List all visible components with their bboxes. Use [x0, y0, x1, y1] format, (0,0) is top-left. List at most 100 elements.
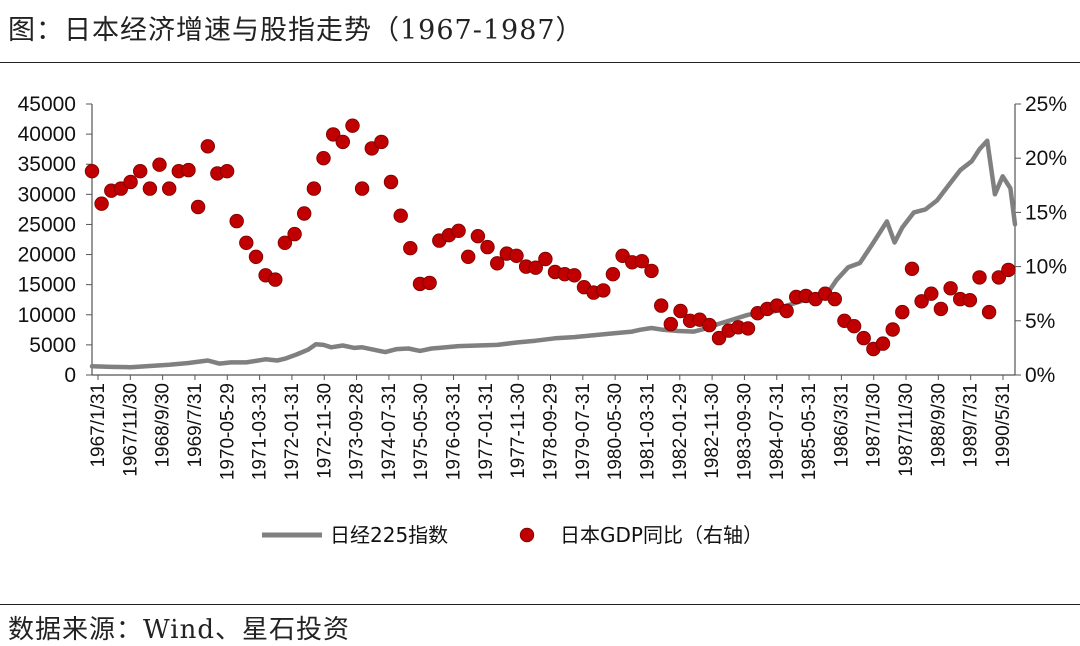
left-tick-label: 40000 — [18, 123, 76, 146]
gdp-yoy-point — [1001, 262, 1016, 278]
gdp-yoy-point — [345, 118, 360, 133]
x-tick-label: 1971-03-31 — [250, 383, 271, 480]
gdp-yoy-point — [895, 304, 910, 320]
gdp-yoy-point — [596, 283, 611, 298]
gdp-yoy-point — [962, 293, 978, 308]
x-tick-label: 1974-07-31 — [379, 383, 400, 480]
x-tick-label: 1967/11/30 — [120, 383, 141, 477]
gdp-yoy-point — [354, 181, 370, 196]
x-tick-label: 1969/7/31 — [185, 383, 206, 468]
right-tick-label: 5% — [1025, 310, 1055, 333]
gdp-yoy-point — [779, 303, 794, 319]
gdp-yoy-point — [219, 163, 235, 179]
gdp-yoy-point — [461, 249, 476, 264]
x-tick-label: 1982-11-30 — [702, 383, 723, 479]
gdp-yoy-point — [451, 223, 466, 239]
gdp-yoy-point — [654, 298, 669, 313]
gdp-yoy-point — [181, 162, 196, 178]
legend-swatch-gdp — [519, 527, 535, 543]
gdp-yoy-point — [268, 272, 283, 287]
x-tick-label: 1987/1/30 — [864, 383, 885, 468]
x-tick-label: 1987/11/30 — [896, 383, 917, 477]
gdp-yoy-point — [403, 240, 418, 256]
gdp-yoy-point — [287, 226, 302, 242]
gdp-yoy-point — [383, 174, 399, 190]
gdp-yoy-point — [306, 181, 322, 196]
gdp-yoy-point — [644, 263, 659, 279]
left-tick-label: 25000 — [18, 213, 76, 236]
gdp-yoy-point — [528, 260, 543, 275]
right-tick-label: 0% — [1025, 364, 1055, 387]
gdp-yoy-point — [663, 316, 679, 332]
x-tick-label: 1978-09-29 — [541, 383, 562, 480]
x-tick-label: 1970-05-29 — [217, 383, 238, 480]
gdp-yoy-point — [316, 150, 331, 166]
bottom-divider — [0, 604, 1080, 605]
x-tick-label: 1988/9/30 — [928, 383, 949, 468]
gdp-yoy-point — [711, 330, 727, 346]
gdp-yoy-point — [374, 134, 389, 150]
x-tick-label: 1967/1/31 — [88, 383, 109, 468]
gdp-yoy-point — [740, 321, 756, 336]
right-tick-label: 20% — [1025, 147, 1067, 170]
x-tick-label: 1980-05-30 — [605, 383, 626, 480]
gdp-yoy-point — [991, 270, 1007, 285]
gdp-yoy-point — [326, 127, 341, 142]
x-tick-label: 1984-07-31 — [767, 383, 788, 480]
x-tick-label: 1979-07-31 — [573, 383, 594, 480]
gdp-yoy-point — [248, 249, 264, 264]
legend-label-nikkei: 日经225指数 — [330, 523, 448, 547]
gdp-yoy-point — [885, 322, 900, 337]
x-tick-label: 1977-11-30 — [508, 383, 529, 479]
gdp-yoy-point — [924, 286, 939, 301]
gdp-yoy-point — [875, 336, 891, 351]
gdp-yoy-point — [933, 301, 949, 317]
left-tick-label: 10000 — [18, 304, 76, 327]
gdp-yoy-point — [538, 251, 553, 267]
x-tick-label: 1983-09-30 — [734, 383, 755, 480]
left-tick-label: 35000 — [18, 153, 76, 176]
gdp-yoy-point — [142, 181, 158, 196]
left-tick-label: 30000 — [18, 183, 76, 206]
gdp-yoy-point — [200, 139, 216, 154]
gdp-yoy-point — [490, 256, 505, 271]
left-tick-label: 0 — [64, 364, 76, 387]
gdp-yoy-point — [94, 196, 109, 211]
gdp-yoy-point — [981, 304, 997, 320]
x-tick-label: 1982-01-29 — [670, 383, 691, 480]
left-tick-label: 15000 — [18, 274, 76, 297]
legend-label-gdp: 日本GDP同比（右轴） — [560, 523, 763, 547]
gdp-yoy-point — [567, 268, 582, 283]
chart-title: 图：日本经济增速与股指走势（1967-1987） — [8, 15, 584, 46]
x-tick-label: 1977-01-31 — [476, 383, 497, 480]
left-tick-label: 45000 — [18, 93, 76, 116]
nikkei-225-line — [89, 138, 1018, 370]
x-tick-label: 1985-05-31 — [799, 383, 820, 480]
x-tick-label: 1972-11-30 — [314, 383, 335, 479]
x-tick-label: 1976-03-31 — [444, 383, 465, 480]
gdp-yoy-point — [123, 174, 138, 190]
left-tick-label: 20000 — [18, 244, 76, 267]
x-tick-label: 1981-03-31 — [637, 383, 658, 480]
x-tick-label: 1989/7/31 — [961, 383, 982, 468]
top-divider — [0, 62, 1080, 63]
gdp-yoy-point — [239, 235, 254, 251]
gdp-yoy-point — [229, 213, 244, 229]
gdp-yoy-point — [972, 270, 987, 285]
gdp-yoy-point — [161, 181, 177, 196]
gdp-yoy-point — [422, 275, 437, 291]
x-tick-label: 1990/5/31 — [993, 383, 1014, 468]
gdp-yoy-point — [152, 157, 167, 172]
gdp-yoy-point — [702, 317, 717, 333]
x-tick-label: 1986/3/31 — [831, 383, 852, 468]
right-tick-label: 25% — [1025, 93, 1067, 116]
gdp-yoy-point — [393, 208, 408, 223]
right-tick-label: 10% — [1025, 256, 1067, 279]
gdp-yoy-point — [190, 199, 206, 215]
gdp-yoy-point — [827, 291, 843, 307]
gdp-yoy-point — [480, 239, 495, 255]
gdp-yoy-point — [335, 134, 351, 150]
gdp-yoy-point — [132, 163, 148, 179]
x-tick-label: 1972-01-31 — [282, 383, 303, 480]
